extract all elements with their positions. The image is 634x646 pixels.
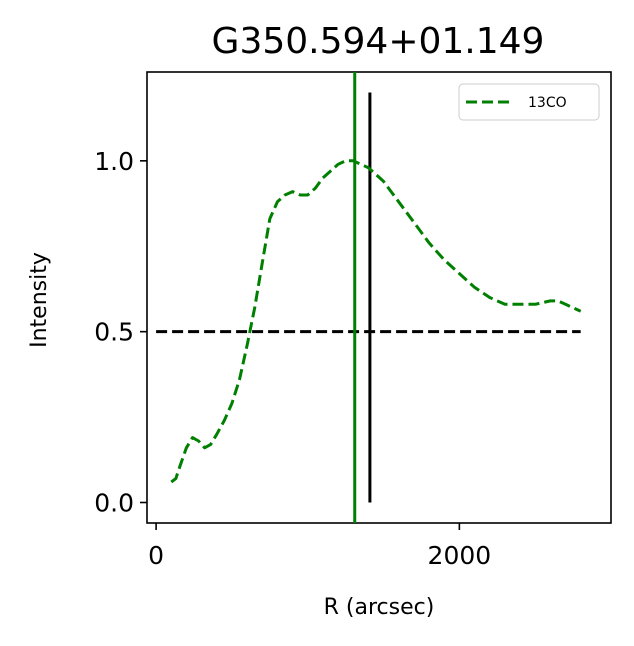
legend-label-13co: 13CO xyxy=(528,95,567,111)
legend: 13CO xyxy=(458,83,600,121)
series-line-0 xyxy=(170,159,582,484)
y-tick-label: 1.0 xyxy=(94,147,134,176)
x-tick-label: 0 xyxy=(148,541,164,570)
y-tick-label: 0.5 xyxy=(94,318,134,347)
x-tick-label: 2000 xyxy=(428,541,492,570)
y-axis-label: Intensity xyxy=(27,252,52,348)
axis-ticks: 0 2000 0.0 0.5 1.0 xyxy=(94,147,491,570)
y-tick-label: 0.0 xyxy=(94,489,134,518)
plot-frame xyxy=(146,71,612,524)
x-axis-label: R (arcsec) xyxy=(324,595,435,620)
series-layer xyxy=(170,159,582,484)
chart-title: G350.594+01.149 xyxy=(212,21,545,62)
reference-lines xyxy=(156,72,581,523)
legend-box xyxy=(458,83,600,121)
